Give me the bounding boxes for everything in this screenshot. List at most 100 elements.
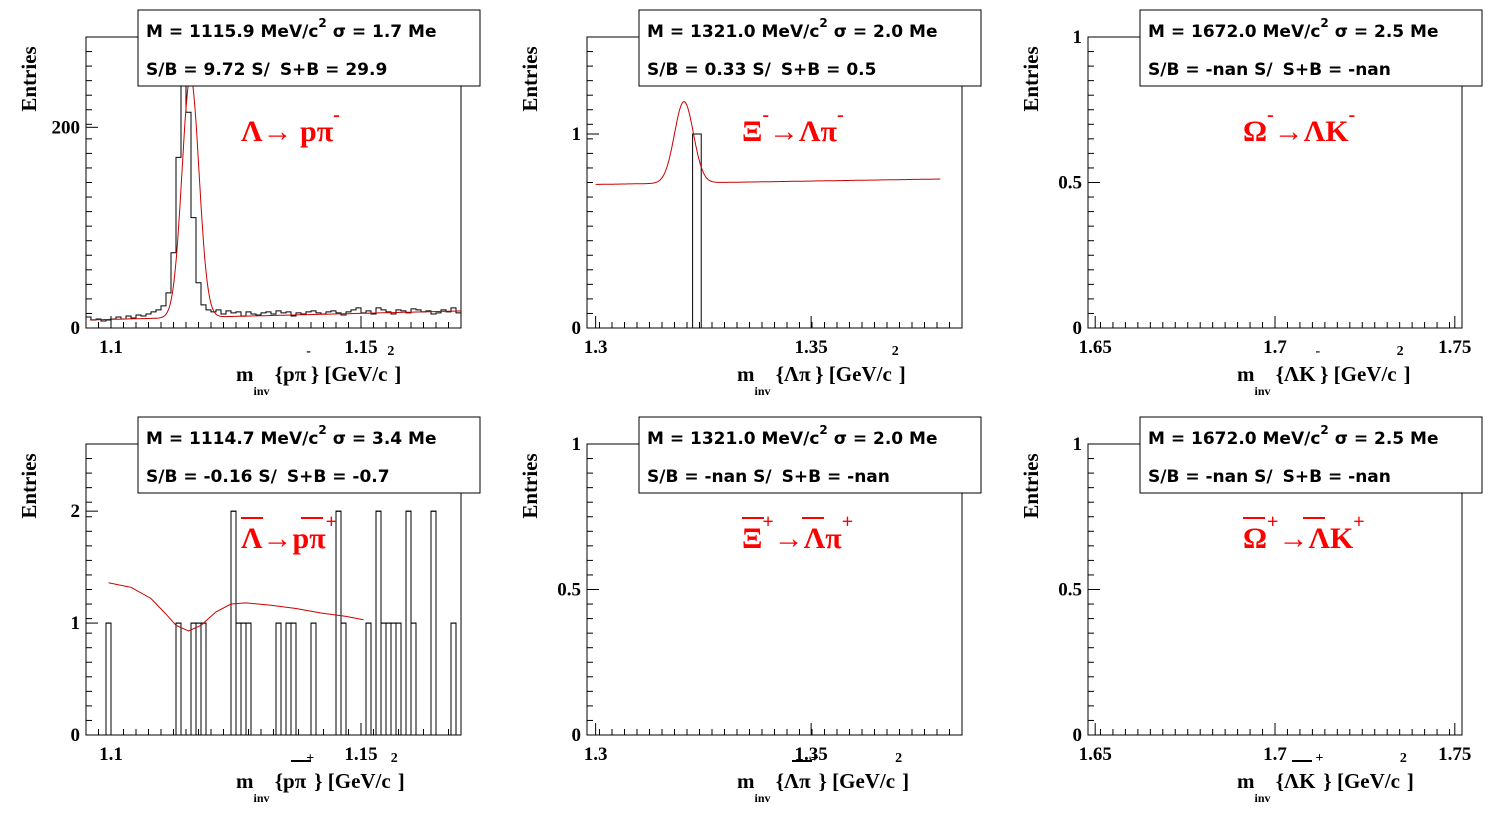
histogram-bin bbox=[290, 622, 297, 736]
stats-mass-line: M = 1321.0 MeV/c2 σ = 2.0 Me bbox=[647, 16, 938, 42]
x-tick-label: 1.35 bbox=[795, 744, 828, 765]
x-tick-label: 1.1 bbox=[99, 337, 123, 358]
stats-mass: M = 1321.0 MeV/c bbox=[647, 22, 819, 42]
decay-sup-2: + bbox=[842, 511, 853, 533]
histogram-bin bbox=[380, 622, 387, 736]
decay-sup: - bbox=[762, 104, 769, 126]
stats-box: M = 1672.0 MeV/c2 σ = 2.5 Me S/B = -nan S… bbox=[1139, 416, 1483, 494]
x-label-sup: - bbox=[811, 344, 816, 359]
x-label-mid: {ΛK bbox=[1271, 769, 1317, 793]
stats-frame bbox=[137, 416, 481, 494]
histogram-bin bbox=[240, 622, 247, 736]
x-label-mid: {Λπ bbox=[771, 769, 812, 793]
stats-significance: S+B = -0.7 bbox=[287, 467, 390, 487]
y-tick-label: 0 bbox=[572, 725, 582, 746]
stats-sb: S/B = -0.16 S/ bbox=[146, 467, 278, 487]
x-label-end: ] bbox=[1404, 362, 1411, 386]
y-tick-label: 0 bbox=[1073, 318, 1083, 339]
x-label-end: ] bbox=[398, 769, 405, 793]
stats-box: M = 1672.0 MeV/c2 σ = 2.5 Me S/B = -nan S… bbox=[1139, 9, 1483, 87]
x-axis-label-main: minv {ΛK -} [GeV/c2] bbox=[1237, 344, 1411, 398]
x-axis-label-main: minv {Λπ +} [GeV/c 2] bbox=[737, 751, 909, 805]
stats-mass: M = 1115.9 MeV/c bbox=[146, 22, 318, 42]
x-tick-label: 1.7 bbox=[1263, 337, 1287, 358]
x-axis-label: minv {ΛK -} [GeV/c2] bbox=[1237, 344, 1411, 398]
decay-text: Ω-→ΛK- bbox=[1243, 104, 1355, 148]
stats-significance: S+B = 29.9 bbox=[280, 60, 387, 80]
stats-mass-sup: 2 bbox=[1320, 16, 1328, 30]
histogram-bin bbox=[310, 622, 317, 736]
x-label-sup: + bbox=[811, 751, 819, 766]
x-axis-label: minv {pπ -} [GeV/c 2] bbox=[236, 344, 401, 398]
decay-main: Ω bbox=[1243, 115, 1267, 148]
stats-frame bbox=[638, 9, 982, 87]
x-label-end: ] bbox=[394, 362, 401, 386]
y-tick-label: 1 bbox=[1073, 434, 1083, 455]
stats-mass-sup: 2 bbox=[819, 423, 827, 437]
histogram-bin bbox=[200, 622, 207, 736]
stats-sb-line: S/B = 9.72 S/S+B = 29.9 bbox=[146, 60, 387, 80]
decay-main-2: →ΛK bbox=[1274, 115, 1350, 148]
x-label-end: ] bbox=[902, 769, 909, 793]
decay-label: Ω-→ΛK- bbox=[1243, 104, 1355, 148]
stats-sigma: σ = 2.5 Me bbox=[1329, 22, 1439, 42]
x-label-sup2: 2 bbox=[892, 344, 899, 359]
x-label-sup2: 2 bbox=[387, 344, 394, 359]
stats-sb: S/B = 9.72 S/ bbox=[146, 60, 271, 80]
x-label-pre: m bbox=[1237, 769, 1255, 793]
stats-mass-sup: 2 bbox=[318, 16, 326, 30]
stats-sigma: σ = 2.0 Me bbox=[828, 22, 938, 42]
x-label-end: ] bbox=[1407, 769, 1414, 793]
decay-sup-2: - bbox=[837, 104, 844, 126]
x-label-pre: m bbox=[1237, 362, 1255, 386]
histogram-bin bbox=[285, 622, 292, 736]
y-tick-label: 0.5 bbox=[1058, 173, 1082, 194]
y-tick-label: 0 bbox=[572, 318, 582, 339]
x-label-post: } [GeV/c bbox=[1320, 362, 1397, 386]
histogram-bin bbox=[390, 622, 397, 736]
stats-mass: M = 1321.0 MeV/c bbox=[647, 429, 819, 449]
fit-curve bbox=[595, 101, 941, 185]
histogram-bin bbox=[395, 622, 402, 736]
x-label-mid: {ΛK bbox=[1271, 362, 1317, 386]
decay-main: Ξ bbox=[742, 522, 762, 555]
x-tick-label: 1.35 bbox=[795, 337, 828, 358]
stats-mass: M = 1672.0 MeV/c bbox=[1148, 429, 1320, 449]
y-axis-label: Entries bbox=[518, 453, 542, 518]
histogram-bin bbox=[375, 510, 382, 736]
stats-sb-line: S/B = 0.33 S/S+B = 0.5 bbox=[647, 60, 876, 80]
stats-mass: M = 1114.7 MeV/c bbox=[146, 429, 318, 449]
decay-text: Ξ+→Λπ+ bbox=[742, 511, 853, 555]
x-label-pre: m bbox=[236, 362, 254, 386]
x-label-sup: - bbox=[1315, 344, 1320, 359]
decay-label: Λ→pπ+ bbox=[241, 511, 337, 555]
y-tick-label: 0 bbox=[71, 318, 81, 339]
x-axis-label-main: minv {pπ -} [GeV/c 2] bbox=[236, 344, 401, 398]
stats-box: M = 1114.7 MeV/c2 σ = 3.4 Me S/B = -0.16 … bbox=[137, 416, 481, 494]
decay-sup-2: - bbox=[1349, 104, 1356, 126]
decay-sup: - bbox=[1267, 104, 1274, 126]
stats-sb: S/B = -nan S/ bbox=[1148, 467, 1273, 487]
x-label-sup2: 2 bbox=[895, 751, 902, 766]
x-label-sup: - bbox=[306, 344, 311, 359]
y-tick-label: 1 bbox=[572, 434, 582, 455]
decay-text: Ξ-→Λπ- bbox=[742, 104, 844, 148]
histogram-bin bbox=[195, 622, 202, 736]
histogram-bin bbox=[340, 622, 347, 736]
stats-mass-line: M = 1672.0 MeV/c2 σ = 2.5 Me bbox=[1148, 423, 1439, 449]
histogram-bin bbox=[235, 622, 242, 736]
x-label-sub: inv bbox=[254, 791, 270, 805]
y-axis-label: Entries bbox=[17, 453, 41, 518]
x-label-sub: inv bbox=[1255, 791, 1271, 805]
histogram-bin bbox=[335, 510, 342, 736]
x-tick-label: 1.15 bbox=[344, 337, 377, 358]
decay-main: Ξ bbox=[742, 115, 762, 148]
fit-curve bbox=[89, 76, 462, 321]
histogram-bin bbox=[190, 622, 197, 736]
decay-label: Ξ-→Λπ- bbox=[742, 104, 844, 148]
decay-sup-2: + bbox=[1353, 511, 1364, 533]
